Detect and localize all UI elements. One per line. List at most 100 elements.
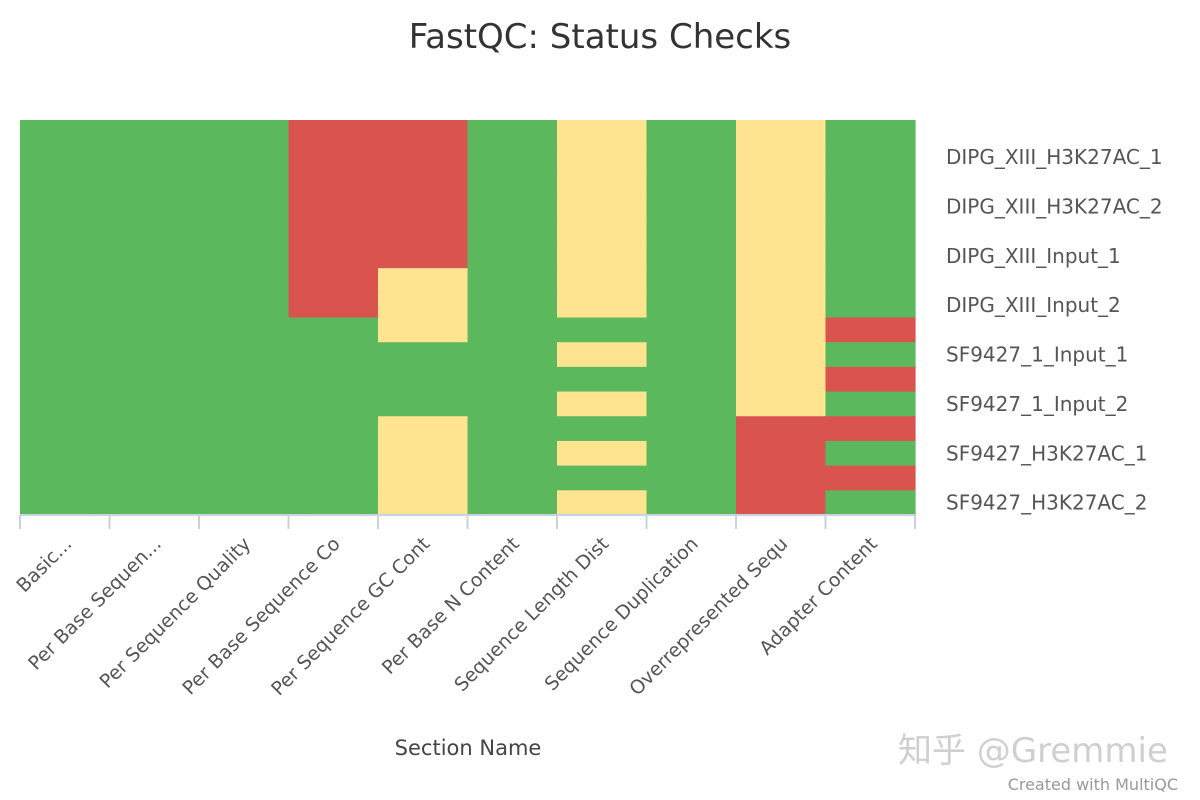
heatmap-cell[interactable]: [199, 366, 290, 393]
heatmap-cell[interactable]: [467, 120, 558, 146]
heatmap-cell[interactable]: [557, 342, 648, 368]
heatmap-cell[interactable]: [109, 440, 200, 467]
heatmap-cell[interactable]: [557, 391, 648, 417]
heatmap-cell[interactable]: [557, 366, 648, 393]
heatmap-cell[interactable]: [467, 218, 558, 245]
heatmap-cell[interactable]: [288, 465, 379, 491]
heatmap-cell[interactable]: [825, 144, 916, 170]
heatmap-cell[interactable]: [20, 317, 111, 343]
heatmap-cell[interactable]: [378, 120, 469, 146]
heatmap-cell[interactable]: [825, 465, 916, 491]
heatmap-cell[interactable]: [557, 144, 648, 170]
heatmap-cell[interactable]: [20, 194, 111, 220]
heatmap-cell[interactable]: [646, 366, 737, 393]
heatmap-cell[interactable]: [736, 366, 827, 393]
heatmap-cell[interactable]: [736, 268, 827, 294]
heatmap-cell[interactable]: [20, 366, 111, 393]
heatmap-cell[interactable]: [646, 391, 737, 417]
heatmap-cell[interactable]: [109, 391, 200, 417]
heatmap-cell[interactable]: [288, 490, 379, 516]
heatmap-cell[interactable]: [378, 268, 469, 294]
heatmap-cell[interactable]: [288, 416, 379, 442]
heatmap-cell[interactable]: [378, 440, 469, 467]
heatmap-cell[interactable]: [646, 416, 737, 442]
heatmap-cell[interactable]: [557, 440, 648, 467]
heatmap-cell[interactable]: [467, 194, 558, 220]
heatmap-cell[interactable]: [825, 268, 916, 294]
heatmap-cell[interactable]: [20, 440, 111, 467]
heatmap-cell[interactable]: [646, 465, 737, 491]
heatmap-cell[interactable]: [646, 292, 737, 319]
heatmap-cell[interactable]: [825, 342, 916, 368]
heatmap-cell[interactable]: [378, 194, 469, 220]
heatmap-cell[interactable]: [199, 465, 290, 491]
heatmap-cell[interactable]: [467, 416, 558, 442]
heatmap-cell[interactable]: [288, 218, 379, 245]
heatmap-cell[interactable]: [288, 440, 379, 467]
heatmap-cell[interactable]: [288, 366, 379, 393]
heatmap-cell[interactable]: [20, 391, 111, 417]
heatmap-cell[interactable]: [736, 465, 827, 491]
heatmap-cell[interactable]: [557, 218, 648, 245]
heatmap-cell[interactable]: [20, 268, 111, 294]
heatmap-cell[interactable]: [467, 144, 558, 170]
heatmap-cell[interactable]: [467, 169, 558, 195]
heatmap-cell[interactable]: [467, 342, 558, 368]
heatmap-cell[interactable]: [109, 218, 200, 245]
heatmap-cell[interactable]: [736, 243, 827, 269]
heatmap-cell[interactable]: [646, 268, 737, 294]
heatmap-cell[interactable]: [199, 268, 290, 294]
heatmap-cell[interactable]: [20, 416, 111, 442]
heatmap-cell[interactable]: [109, 268, 200, 294]
heatmap-cell[interactable]: [199, 440, 290, 467]
heatmap-cell[interactable]: [109, 144, 200, 170]
heatmap-cell[interactable]: [557, 292, 648, 319]
heatmap-cell[interactable]: [109, 169, 200, 195]
heatmap-cell[interactable]: [557, 317, 648, 343]
heatmap-cell[interactable]: [467, 440, 558, 467]
heatmap-cell[interactable]: [378, 243, 469, 269]
heatmap-cell[interactable]: [557, 490, 648, 516]
heatmap-cell[interactable]: [109, 317, 200, 343]
heatmap-cell[interactable]: [378, 292, 469, 319]
heatmap-cell[interactable]: [646, 440, 737, 467]
heatmap-cell[interactable]: [825, 194, 916, 220]
heatmap-cell[interactable]: [467, 243, 558, 269]
heatmap-cell[interactable]: [825, 391, 916, 417]
heatmap-cell[interactable]: [20, 490, 111, 516]
heatmap-cell[interactable]: [20, 120, 111, 146]
heatmap-cell[interactable]: [378, 218, 469, 245]
heatmap-cell[interactable]: [109, 490, 200, 516]
heatmap-cell[interactable]: [557, 169, 648, 195]
heatmap-cell[interactable]: [646, 490, 737, 516]
heatmap-cell[interactable]: [199, 144, 290, 170]
heatmap-cell[interactable]: [646, 317, 737, 343]
heatmap-cell[interactable]: [825, 317, 916, 343]
heatmap-cell[interactable]: [825, 416, 916, 442]
heatmap-cell[interactable]: [109, 416, 200, 442]
heatmap-cell[interactable]: [109, 120, 200, 146]
heatmap-cell[interactable]: [20, 144, 111, 170]
heatmap-cell[interactable]: [467, 268, 558, 294]
heatmap-cell[interactable]: [557, 243, 648, 269]
heatmap-cell[interactable]: [736, 317, 827, 343]
heatmap-cell[interactable]: [825, 218, 916, 245]
heatmap-cell[interactable]: [378, 490, 469, 516]
credits-text[interactable]: Created with MultiQC: [1008, 775, 1178, 794]
heatmap-cell[interactable]: [378, 366, 469, 393]
heatmap-cell[interactable]: [20, 218, 111, 245]
heatmap-cell[interactable]: [736, 416, 827, 442]
heatmap-cell[interactable]: [20, 169, 111, 195]
heatmap-cell[interactable]: [288, 194, 379, 220]
heatmap-cell[interactable]: [378, 391, 469, 417]
heatmap-cell[interactable]: [557, 416, 648, 442]
heatmap-cell[interactable]: [378, 416, 469, 442]
heatmap-cell[interactable]: [288, 292, 379, 319]
heatmap-cell[interactable]: [199, 218, 290, 245]
heatmap-cell[interactable]: [736, 440, 827, 467]
heatmap-cell[interactable]: [199, 490, 290, 516]
heatmap-cell[interactable]: [825, 169, 916, 195]
heatmap-cell[interactable]: [378, 342, 469, 368]
heatmap-cell[interactable]: [288, 169, 379, 195]
heatmap-cell[interactable]: [199, 391, 290, 417]
